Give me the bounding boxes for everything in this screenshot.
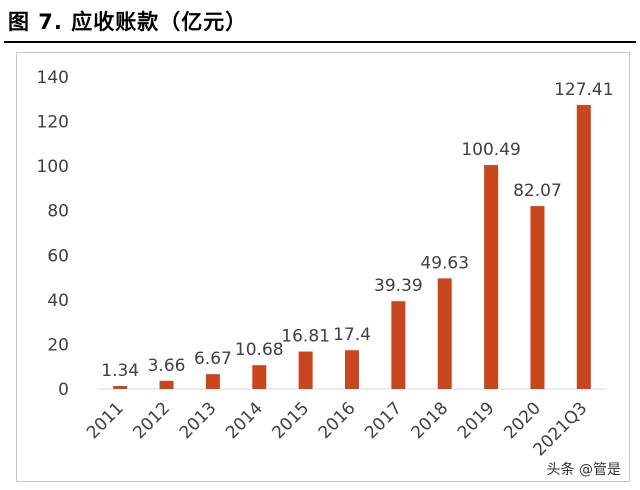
bar-value-label: 127.41	[554, 80, 613, 100]
bar-chart: 0 20 40 60 80 100 120 140 1.34 3.66 6.67 10.6816.8…	[37, 68, 614, 460]
bar	[345, 350, 359, 389]
y-axis: 0 20 40 60 80 100 120 140	[37, 68, 69, 400]
bar-value-label: 16.81	[281, 327, 330, 347]
bar	[252, 365, 267, 389]
bar	[437, 278, 452, 389]
x-tick-label: 2019	[454, 398, 499, 443]
bar-value-label: 39.39	[374, 276, 423, 296]
x-tick-label: 2018	[408, 398, 453, 443]
bar-value-label: 49.63	[420, 253, 469, 273]
bar	[530, 206, 545, 389]
bar	[298, 351, 313, 389]
x-tick-label: 2011	[83, 398, 128, 443]
bar	[391, 301, 406, 389]
bar	[205, 374, 220, 389]
bar	[484, 165, 499, 389]
y-tick-label: 40	[47, 291, 69, 311]
y-tick-label: 80	[47, 202, 69, 222]
bar-value-label: 1.34	[101, 361, 139, 381]
bar-value-label: 82.07	[513, 181, 562, 201]
bar-value-label: 6.67	[194, 349, 232, 369]
bar	[113, 386, 128, 389]
x-tick-label: 2012	[129, 398, 174, 443]
watermark: 头条 @管是	[543, 458, 624, 480]
y-tick-label: 100	[37, 157, 69, 177]
y-tick-label: 140	[37, 68, 69, 88]
y-tick-label: 20	[47, 335, 69, 355]
bar-value-label: 10.68	[235, 340, 284, 360]
title-divider	[4, 41, 636, 43]
page-title: 图 7. 应收账款（亿元）	[8, 10, 248, 34]
x-tick-label: 2013	[176, 398, 221, 443]
x-tick-label: 2017	[361, 398, 406, 443]
x-tick-label: 2014	[222, 398, 267, 443]
bar-value-label: 17.4	[333, 325, 371, 345]
x-tick-label: 2015	[268, 398, 313, 443]
y-tick-label: 0	[58, 380, 69, 400]
bar-value-label: 3.66	[148, 356, 186, 376]
y-tick-label: 60	[47, 246, 69, 266]
bar	[159, 380, 174, 389]
x-tick-label: 2016	[315, 398, 360, 443]
x-axis: 2011 2012 2013 2014 2015 2016 2017 2018 2019 2020…	[83, 398, 591, 460]
bars	[113, 105, 591, 389]
y-tick-label: 120	[37, 113, 69, 133]
bar	[576, 105, 591, 389]
chart-frame: 0 20 40 60 80 100 120 140 1.34 3.66 6.67 10.68 16.8…	[16, 52, 630, 482]
bar-value-label: 100.49	[461, 140, 520, 160]
